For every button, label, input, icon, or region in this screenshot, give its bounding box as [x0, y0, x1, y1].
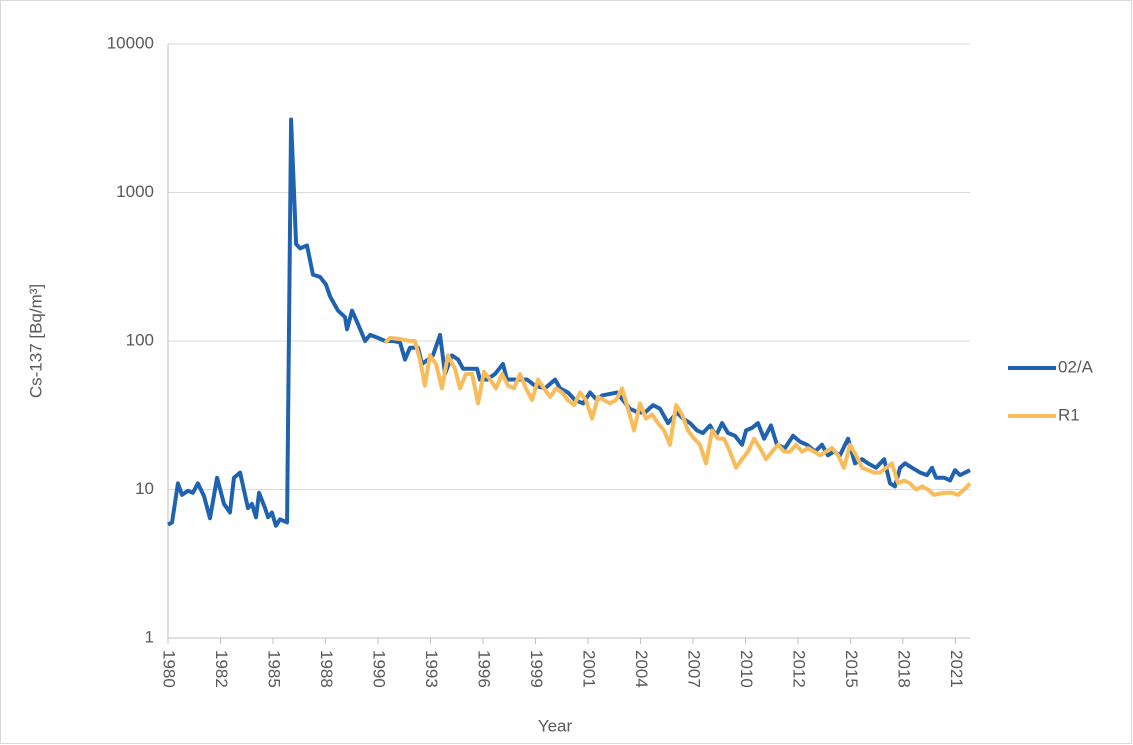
x-tick-label: 2018 — [894, 650, 913, 688]
x-tick-label: 2010 — [737, 650, 756, 688]
y-tick-label: 100 — [126, 330, 154, 349]
x-tick-label: 2001 — [579, 650, 598, 688]
x-tick-label: 1980 — [160, 650, 179, 688]
x-tick-label: 2004 — [632, 650, 651, 688]
y-tick-label: 1000 — [116, 182, 154, 201]
y-tick-label: 10000 — [107, 33, 154, 52]
legend-label: 02/A — [1058, 357, 1094, 376]
x-tick-label: 2015 — [842, 650, 861, 688]
y-tick-label: 1 — [145, 627, 154, 646]
legend-label: R1 — [1058, 405, 1080, 424]
y-axis-title: Cs-137 [Bq/m³] — [26, 284, 45, 398]
x-tick-label: 2021 — [947, 650, 966, 688]
x-axis-title: Year — [538, 716, 573, 735]
series-line — [383, 335, 972, 497]
x-tick-label: 1999 — [527, 650, 546, 688]
x-tick-label: 1996 — [475, 650, 494, 688]
x-tick-label: 1990 — [369, 650, 388, 688]
x-tick-label: 1982 — [212, 650, 231, 688]
x-tick-label: 1985 — [265, 650, 284, 688]
x-tick-label: 2007 — [684, 650, 703, 688]
y-tick-label: 10 — [135, 479, 154, 498]
x-tick-label: 1993 — [422, 650, 441, 688]
x-tick-label: 1988 — [317, 650, 336, 688]
x-tick-label: 2012 — [790, 650, 809, 688]
